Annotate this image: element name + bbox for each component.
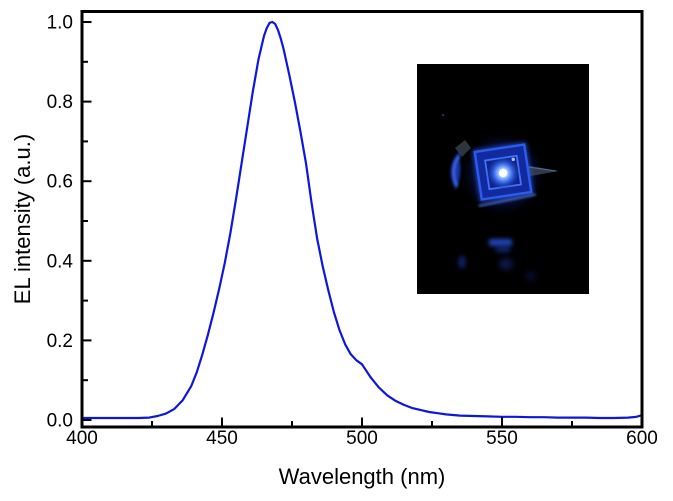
- inset-photo-led: [417, 64, 589, 294]
- x-tick-label: 400: [66, 428, 98, 449]
- y-axis-title: EL intensity (a.u.): [10, 134, 35, 304]
- x-axis-tick-labels: 400 450 500 550 600: [66, 428, 658, 449]
- y-axis-tick-labels: 0.0 0.2 0.4 0.6 0.8 1.0: [47, 13, 74, 432]
- y-axis-ticks: [83, 21, 92, 421]
- x-tick-label: 600: [626, 428, 658, 449]
- y-tick-label: 0.4: [47, 251, 74, 272]
- x-tick-label: 500: [346, 428, 378, 449]
- y-tick-label: 0.6: [47, 172, 73, 193]
- y-tick-label: 0.2: [47, 331, 73, 352]
- el-spectrum-curve: [80, 20, 644, 420]
- led-substrate-edge: [478, 193, 536, 207]
- y-tick-label: 1.0: [47, 13, 73, 34]
- led-probe-needle: [524, 165, 559, 177]
- inset-photo-led-svg: [417, 64, 589, 294]
- x-axis-ticks: [81, 417, 643, 426]
- led-chip-bright-bottom-edge: [481, 190, 532, 201]
- x-tick-label: 550: [486, 428, 518, 449]
- y-tick-label: 0.8: [47, 92, 73, 113]
- faint-speck: [441, 113, 445, 117]
- led-hotspot-core: [498, 168, 508, 178]
- led-small-dot: [511, 157, 515, 162]
- x-axis-title: Wavelength (nm): [279, 464, 446, 489]
- led-chip: [472, 142, 536, 207]
- plot-frame: [80, 10, 644, 429]
- led-left-bracket: [450, 140, 471, 190]
- led-table-reflections: [441, 113, 536, 280]
- el-curve-group: [80, 20, 644, 420]
- x-tick-label: 450: [206, 428, 238, 449]
- y-tick-label: 0.0: [47, 411, 73, 432]
